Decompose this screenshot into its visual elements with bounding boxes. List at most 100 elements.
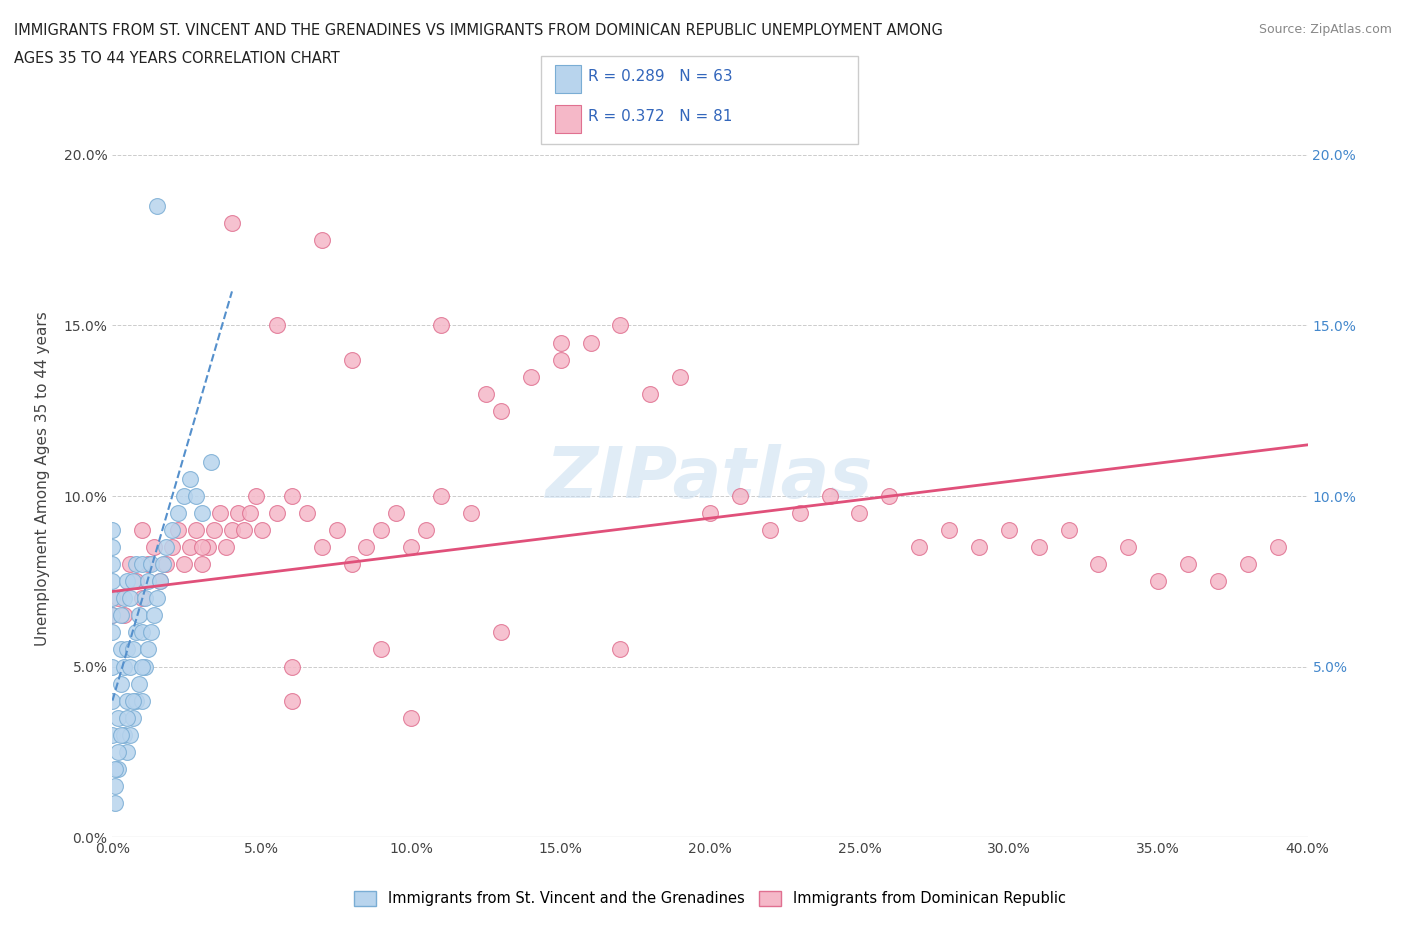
Point bbox=[669, 369, 692, 384]
Point bbox=[340, 352, 363, 367]
Point bbox=[848, 506, 870, 521]
Point bbox=[250, 523, 273, 538]
Point bbox=[197, 539, 219, 554]
Point bbox=[233, 523, 256, 538]
Point bbox=[186, 523, 208, 538]
Point bbox=[370, 523, 392, 538]
Point bbox=[101, 608, 124, 623]
Point bbox=[226, 506, 249, 521]
Point bbox=[138, 557, 160, 572]
Point bbox=[430, 488, 453, 503]
Point bbox=[114, 727, 135, 742]
Point bbox=[125, 574, 148, 589]
Point bbox=[179, 472, 201, 486]
Point bbox=[101, 557, 124, 572]
Point bbox=[789, 506, 811, 521]
Point bbox=[1206, 574, 1229, 589]
Point bbox=[117, 693, 139, 708]
Point bbox=[1237, 557, 1260, 572]
Point bbox=[1147, 574, 1170, 589]
Point bbox=[266, 506, 288, 521]
Point bbox=[152, 557, 174, 572]
Point bbox=[107, 762, 129, 777]
Point bbox=[239, 506, 262, 521]
Point bbox=[120, 557, 142, 572]
Point bbox=[141, 625, 163, 640]
Point bbox=[759, 523, 782, 538]
Point bbox=[401, 711, 423, 725]
Point bbox=[138, 574, 160, 589]
Point bbox=[131, 693, 153, 708]
Text: AGES 35 TO 44 YEARS CORRELATION CHART: AGES 35 TO 44 YEARS CORRELATION CHART bbox=[14, 51, 340, 66]
Point bbox=[430, 318, 453, 333]
Point bbox=[173, 488, 195, 503]
Point bbox=[295, 506, 318, 521]
Point bbox=[520, 369, 543, 384]
Point bbox=[122, 642, 145, 657]
Point bbox=[125, 625, 148, 640]
Text: ZIPatlas: ZIPatlas bbox=[547, 445, 873, 513]
Point bbox=[908, 539, 931, 554]
Text: IMMIGRANTS FROM ST. VINCENT AND THE GRENADINES VS IMMIGRANTS FROM DOMINICAN REPU: IMMIGRANTS FROM ST. VINCENT AND THE GREN… bbox=[14, 23, 943, 38]
Point bbox=[143, 608, 166, 623]
Point bbox=[311, 539, 333, 554]
Point bbox=[356, 539, 378, 554]
Point bbox=[167, 523, 190, 538]
Point bbox=[202, 523, 225, 538]
Point bbox=[155, 557, 177, 572]
Point bbox=[879, 488, 901, 503]
Point bbox=[167, 506, 190, 521]
Point bbox=[107, 711, 129, 725]
Point bbox=[162, 539, 183, 554]
Point bbox=[101, 659, 124, 674]
Point bbox=[699, 506, 721, 521]
Point bbox=[138, 642, 160, 657]
Text: R = 0.289   N = 63: R = 0.289 N = 63 bbox=[588, 69, 733, 84]
Point bbox=[1028, 539, 1050, 554]
Point bbox=[191, 539, 214, 554]
Point bbox=[173, 557, 195, 572]
Point bbox=[146, 591, 169, 605]
Point bbox=[110, 676, 132, 691]
Point bbox=[101, 574, 124, 589]
Point bbox=[131, 625, 153, 640]
Point bbox=[114, 591, 135, 605]
Point bbox=[1267, 539, 1289, 554]
Point bbox=[281, 659, 304, 674]
Point bbox=[122, 574, 145, 589]
Point bbox=[609, 642, 631, 657]
Point bbox=[401, 539, 423, 554]
Point bbox=[101, 727, 124, 742]
Point bbox=[340, 557, 363, 572]
Point bbox=[125, 557, 148, 572]
Point bbox=[110, 642, 132, 657]
Point bbox=[120, 591, 142, 605]
Point bbox=[104, 762, 127, 777]
Point bbox=[1118, 539, 1140, 554]
Point bbox=[162, 523, 183, 538]
Point bbox=[938, 523, 960, 538]
Point bbox=[134, 591, 156, 605]
Point bbox=[149, 574, 172, 589]
Point bbox=[191, 506, 214, 521]
Point bbox=[114, 659, 135, 674]
Point bbox=[107, 744, 129, 759]
Y-axis label: Unemployment Among Ages 35 to 44 years: Unemployment Among Ages 35 to 44 years bbox=[35, 312, 49, 646]
Legend: Immigrants from St. Vincent and the Grenadines, Immigrants from Dominican Republ: Immigrants from St. Vincent and the Gren… bbox=[349, 885, 1071, 912]
Point bbox=[1177, 557, 1199, 572]
Point bbox=[125, 693, 148, 708]
Point bbox=[179, 539, 201, 554]
Point bbox=[107, 591, 129, 605]
Point bbox=[117, 574, 139, 589]
Point bbox=[475, 386, 498, 401]
Point bbox=[128, 608, 150, 623]
Point bbox=[120, 659, 142, 674]
Point bbox=[122, 711, 145, 725]
Point bbox=[640, 386, 662, 401]
Point bbox=[101, 608, 124, 623]
Point bbox=[550, 352, 572, 367]
Point bbox=[325, 523, 347, 538]
Point bbox=[191, 557, 214, 572]
Point bbox=[128, 676, 150, 691]
Point bbox=[101, 539, 124, 554]
